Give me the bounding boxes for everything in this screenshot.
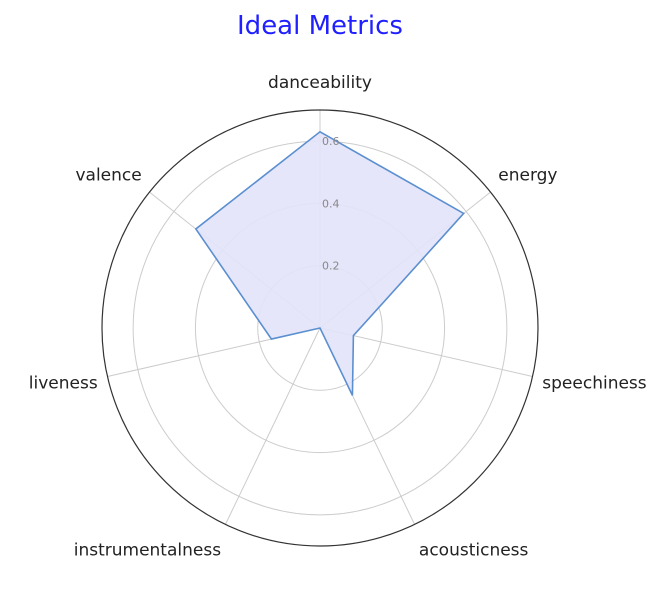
r-tick-label: 0.2 — [322, 260, 340, 273]
grid-spoke — [224, 327, 321, 525]
series-layer — [194, 130, 465, 396]
r-tick-label: 0.4 — [322, 197, 340, 210]
axis-label-liveness: liveness — [29, 374, 98, 394]
axis-label-danceability: danceability — [268, 73, 372, 93]
grid-spoke — [319, 327, 533, 377]
axis-label-acousticness: acousticness — [419, 541, 529, 561]
axis-label-speechiness: speechiness — [542, 374, 646, 394]
axis-label-energy: energy — [498, 166, 557, 186]
outer-ring — [101, 109, 539, 547]
series-area — [194, 130, 465, 396]
axis-label-valence: valence — [75, 166, 141, 186]
axis-label-instrumentalness: instrumentalness — [74, 541, 221, 561]
r-tick-label: 0.6 — [322, 135, 340, 148]
label-layer: 0.2 0.4 0.6 danceability energy speechiness ac… — [29, 73, 646, 561]
chart-title: Ideal Metrics — [237, 11, 403, 41]
